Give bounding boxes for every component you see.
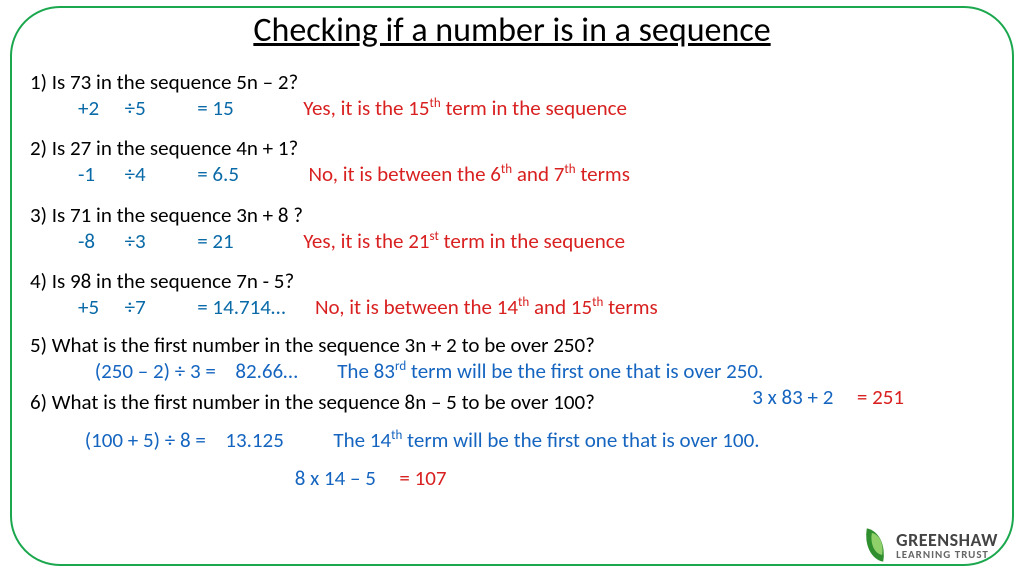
question-1: 1) Is 73 in the sequence 5n – 2?	[30, 70, 994, 94]
q1-line2: +2 ÷5 = 15 Yes, it is the 15th term in t…	[30, 96, 994, 120]
q1-work-op2: ÷5	[125, 95, 146, 121]
q5-calc-b: 82.66…	[235, 358, 297, 384]
q3-work-op2: ÷3	[125, 228, 146, 254]
q1-work-eq: = 15	[197, 95, 234, 121]
q2-work-op2: ÷4	[125, 161, 146, 187]
q6-check: 8 x 14 – 5	[295, 465, 376, 491]
q1-work-op1: +2	[78, 95, 99, 121]
q4-answer: No, it is between the 14th and 15th term…	[315, 294, 658, 320]
q6-line2: (100 + 5) ÷ 8 = 13.125 The 14th term wil…	[30, 428, 994, 452]
q3-work-eq: = 21	[197, 228, 234, 254]
q2-work-eq: = 6.5	[197, 161, 239, 187]
q5-line2: (250 – 2) ÷ 3 = 82.66… The 83rd term wil…	[30, 359, 994, 383]
q6-calc-b: 13.125	[225, 427, 284, 453]
leaf-icon	[862, 528, 890, 562]
q5-calc-a: (250 – 2) ÷ 3 =	[95, 358, 216, 384]
q6-explain: The 14th term will be the first one that…	[333, 427, 759, 453]
q3-line2: -8 ÷3 = 21 Yes, it is the 21st term in t…	[30, 229, 994, 253]
logo: GREENSHAW LEARNING TRUST	[862, 528, 998, 562]
q4-line2: +5 ÷7 = 14.714… No, it is between the 14…	[30, 295, 994, 319]
q5-result: = 251	[857, 384, 904, 410]
q6-line3: 8 x 14 – 5 = 107	[30, 466, 994, 490]
question-2: 2) Is 27 in the sequence 4n + 1?	[30, 136, 994, 160]
q2-work-op1: -1	[78, 161, 95, 187]
q4-work-op2: ÷7	[125, 294, 146, 320]
slide-content: 1) Is 73 in the sequence 5n – 2? +2 ÷5 =…	[30, 70, 994, 492]
q5-check: 3 x 83 + 2	[752, 384, 833, 410]
q5-explain: The 83rd term will be the first one that…	[337, 358, 763, 384]
q6-calc-a: (100 + 5) ÷ 8 =	[85, 427, 206, 453]
q4-work-op1: +5	[78, 294, 99, 320]
question-4: 4) Is 98 in the sequence 7n - 5?	[30, 269, 994, 293]
q6-result: = 107	[399, 465, 446, 491]
logo-text: GREENSHAW LEARNING TRUST	[896, 531, 998, 560]
q1-answer: Yes, it is the 15th term in the sequence	[303, 95, 627, 121]
q2-answer: No, it is between the 6th and 7th terms	[308, 161, 629, 187]
q3-work-op1: -8	[78, 228, 95, 254]
q2-line2: -1 ÷4 = 6.5 No, it is between the 6th an…	[30, 162, 994, 186]
question-3: 3) Is 71 in the sequence 3n + 8 ?	[30, 203, 994, 227]
slide-title: Checking if a number is in a sequence	[0, 10, 1024, 51]
q4-work-eq: = 14.714…	[197, 294, 285, 320]
q3-answer: Yes, it is the 21st term in the sequence	[303, 228, 625, 254]
question-5: 5) What is the first number in the seque…	[30, 333, 994, 357]
